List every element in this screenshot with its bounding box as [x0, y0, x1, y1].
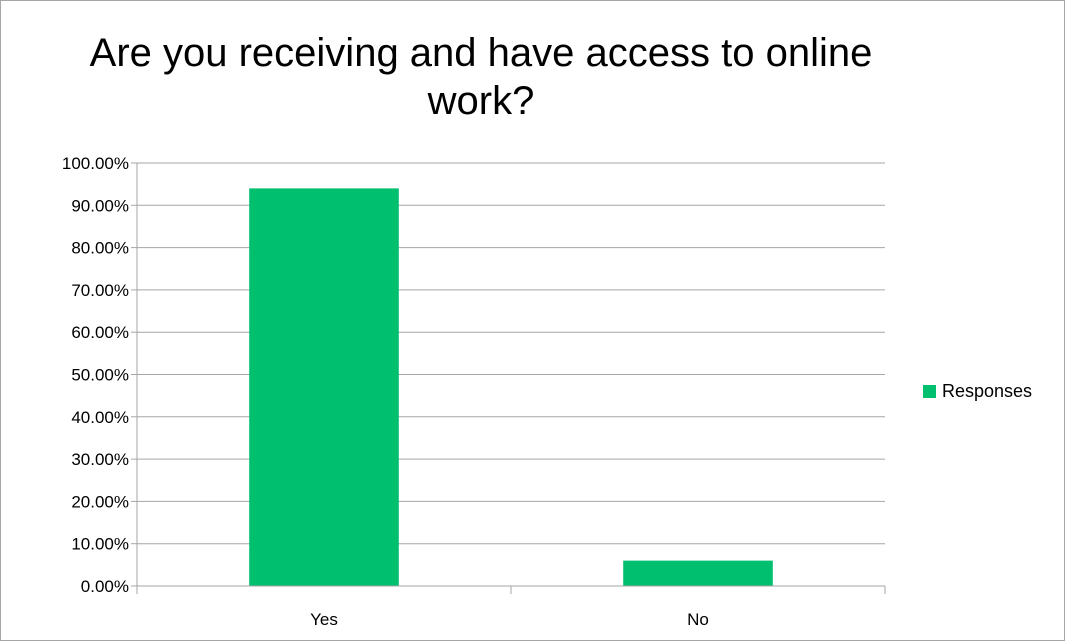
x-tick-label-no: No — [687, 610, 709, 629]
y-tick-label-9: 90.00% — [71, 196, 129, 215]
legend-label: Responses — [942, 381, 1033, 401]
y-tick-label-5: 50.00% — [71, 366, 129, 385]
legend: Responses — [923, 381, 1032, 402]
x-tick-label-yes: Yes — [310, 610, 338, 629]
bar-no — [623, 560, 773, 586]
y-tick-label-2: 20.00% — [71, 492, 129, 511]
y-tick-label-10: 100.00% — [62, 154, 129, 173]
y-tick-label-8: 80.00% — [71, 239, 129, 258]
bars — [249, 188, 773, 586]
x-tick-labels: Yes No — [310, 610, 709, 629]
y-tick-labels: 0.00% 10.00% 20.00% 30.00% 40.00% 50.00% 60.00… — [62, 154, 129, 596]
y-tick-label-0: 0.00% — [81, 577, 129, 596]
y-tick-label-6: 60.00% — [71, 323, 129, 342]
bar-yes — [249, 188, 399, 586]
chart-title: Are you receiving and have access to onl… — [89, 31, 873, 123]
y-tick-label-3: 30.00% — [71, 450, 129, 469]
y-tick-label-7: 70.00% — [71, 281, 129, 300]
y-tick-label-4: 40.00% — [71, 408, 129, 427]
axes — [131, 162, 886, 594]
y-tick-label-1: 10.00% — [71, 535, 129, 554]
legend-swatch — [923, 385, 936, 398]
